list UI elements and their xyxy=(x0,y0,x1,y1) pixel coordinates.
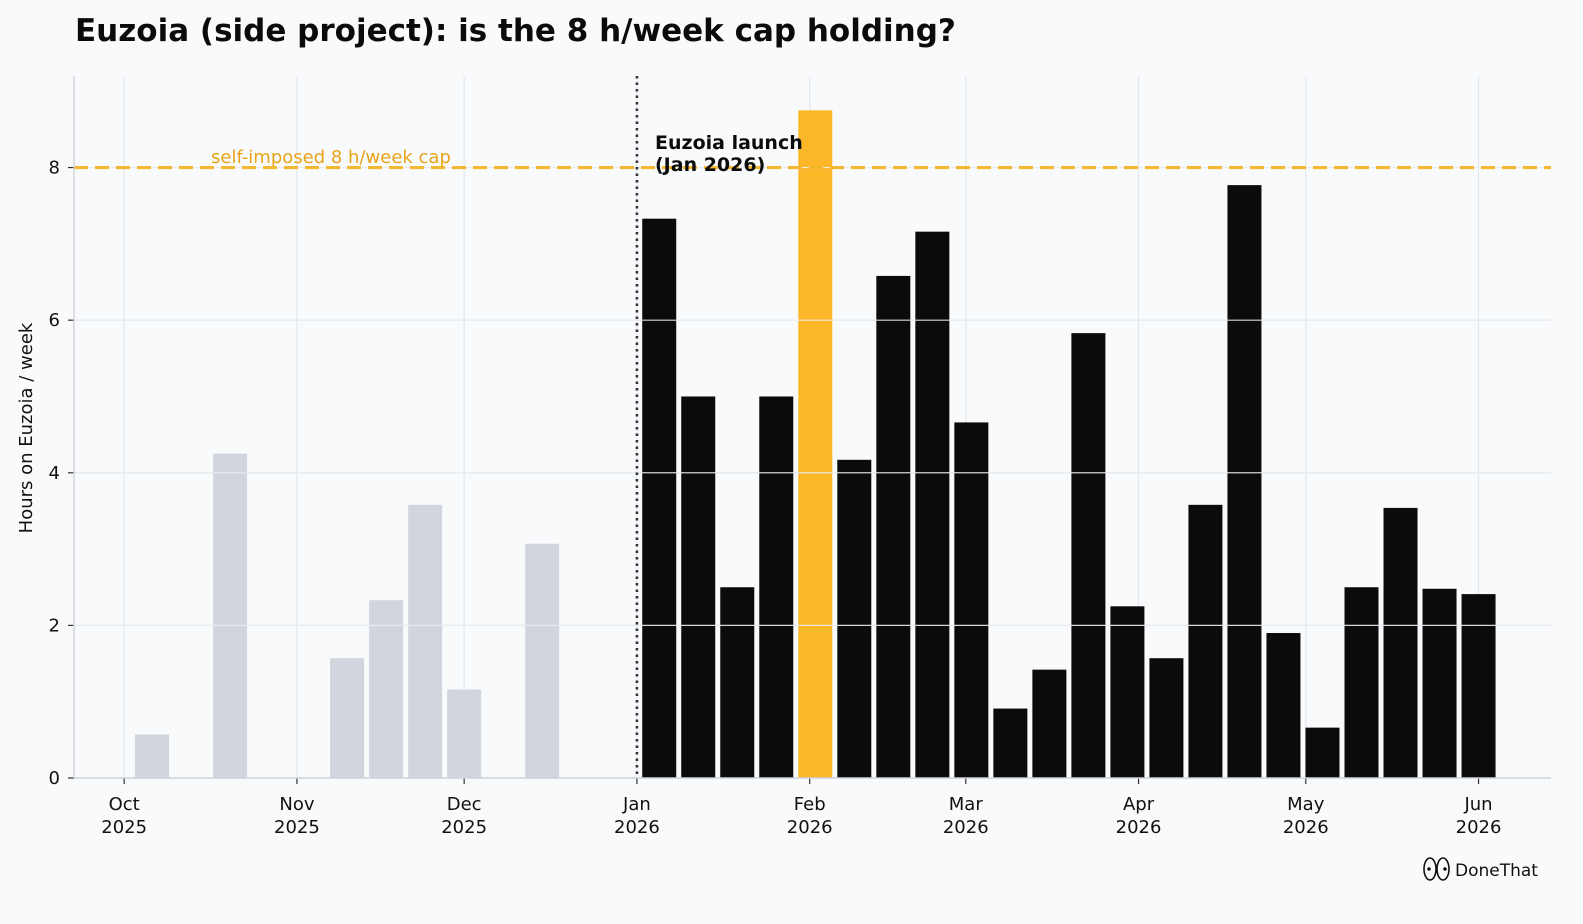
bar-post-launch xyxy=(1305,727,1340,778)
x-tick-label-year: 2026 xyxy=(787,817,833,838)
x-tick-label-year: 2025 xyxy=(274,817,320,838)
y-tick-label: 4 xyxy=(49,463,60,484)
bar-post-launch xyxy=(1383,507,1418,778)
bar-post-launch xyxy=(1071,333,1106,778)
bar-post-launch xyxy=(876,275,911,778)
axes xyxy=(68,76,1551,784)
bar-post-launch xyxy=(1461,594,1496,778)
x-tick-label-year: 2026 xyxy=(1456,817,1502,838)
bar-post-launch xyxy=(720,587,755,778)
bar-highlight xyxy=(798,110,833,778)
bar-post-launch xyxy=(954,422,989,778)
x-tick-label-month: Jun xyxy=(1463,794,1492,815)
bar-post-launch xyxy=(1266,633,1301,778)
x-tick-label-month: Mar xyxy=(949,794,984,815)
y-tick-label: 8 xyxy=(49,158,60,179)
bar-post-launch xyxy=(1188,504,1223,778)
bar-pre-launch xyxy=(330,658,365,778)
x-tick-label-month: May xyxy=(1287,794,1325,815)
bar-post-launch xyxy=(759,396,794,778)
bar-post-launch xyxy=(1422,588,1457,778)
x-tick-label-month: Dec xyxy=(447,794,482,815)
bar-post-launch xyxy=(1227,185,1262,778)
bar-post-launch xyxy=(681,396,716,778)
bar-pre-launch xyxy=(369,600,404,778)
bar-pre-launch xyxy=(213,453,248,778)
bar-pre-launch xyxy=(135,734,170,778)
y-axis-label: Hours on Euzoia / week xyxy=(16,322,37,533)
eyes-icon xyxy=(1423,857,1450,881)
bar-pre-launch xyxy=(525,543,560,778)
x-tick-label-month: Jan xyxy=(622,794,651,815)
y-tick-label: 2 xyxy=(49,615,60,636)
launch-annotation-line2: (Jan 2026) xyxy=(655,154,765,176)
bar-pre-launch xyxy=(408,504,443,778)
cap-label: self-imposed 8 h/week cap xyxy=(211,147,451,168)
x-tick-label-month: Oct xyxy=(109,794,140,815)
bars xyxy=(74,110,1551,778)
chart-title: Euzoia (side project): is the 8 h/week c… xyxy=(75,13,956,49)
x-tick-label-year: 2025 xyxy=(101,817,147,838)
x-tick-labels: Oct2025Nov2025Dec2025Jan2026Feb2026Mar20… xyxy=(101,794,1501,838)
bar-post-launch xyxy=(1032,669,1067,778)
bar-pre-launch xyxy=(447,689,482,778)
watermark-text: DoneThat xyxy=(1455,861,1538,881)
bar-post-launch xyxy=(1344,587,1379,778)
y-tick-labels: 0 2 4 6 8 xyxy=(49,158,60,789)
bar-post-launch xyxy=(837,459,872,778)
bar-post-launch xyxy=(1149,658,1184,778)
watermark: DoneThat xyxy=(1423,857,1538,881)
x-tick-label-year: 2026 xyxy=(614,817,660,838)
x-tick-label-month: Feb xyxy=(794,794,826,815)
x-tick-label-year: 2026 xyxy=(1116,817,1162,838)
x-tick-label-year: 2025 xyxy=(441,817,487,838)
x-tick-label-year: 2026 xyxy=(1283,817,1329,838)
x-tick-label-year: 2026 xyxy=(943,817,989,838)
bar-post-launch xyxy=(915,231,950,778)
bar-post-launch xyxy=(993,708,1028,778)
bar-post-launch xyxy=(642,218,677,778)
y-tick-label: 0 xyxy=(49,768,60,789)
y-tick-label: 6 xyxy=(49,310,60,331)
bar-post-launch xyxy=(1110,606,1145,778)
x-tick-label-month: Nov xyxy=(279,794,314,815)
launch-annotation-line1: Euzoia launch xyxy=(655,132,803,154)
x-tick-label-month: Apr xyxy=(1123,794,1155,815)
